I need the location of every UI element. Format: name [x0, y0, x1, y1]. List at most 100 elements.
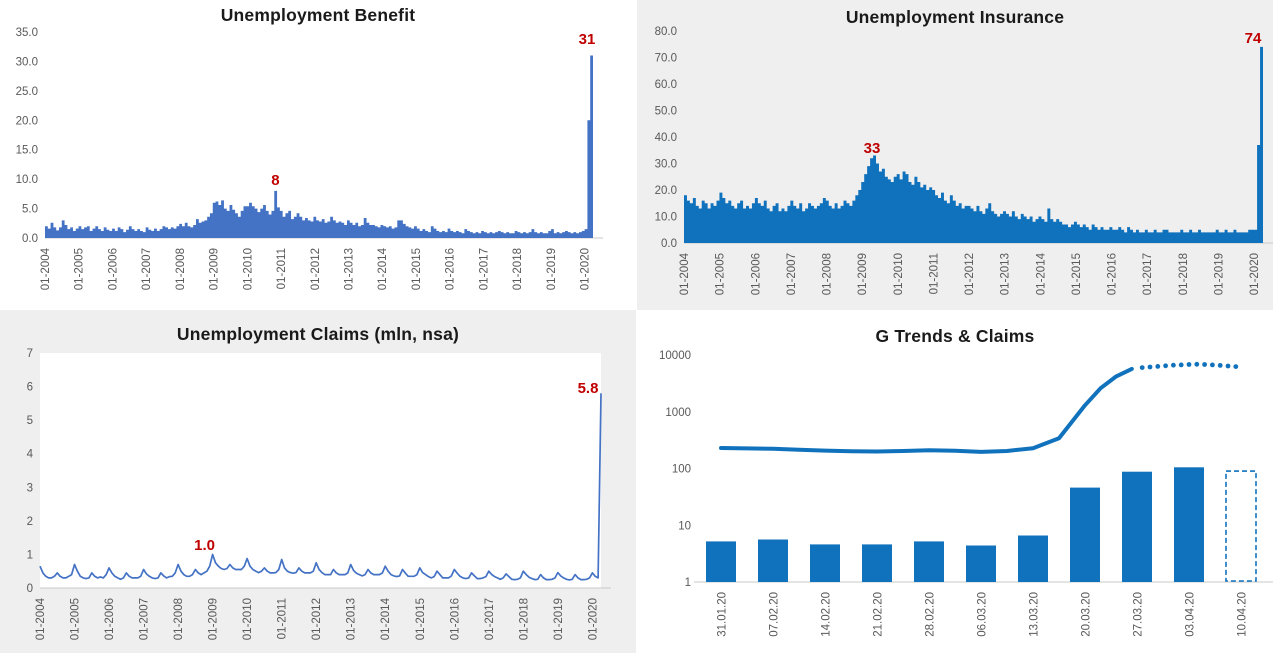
data-label-annotation: 8: [271, 172, 279, 189]
x-tick-label: 07.02.20: [769, 592, 781, 637]
x-tick-label: 01-2020: [580, 248, 592, 290]
y-tick-label: 5.0: [22, 204, 38, 216]
x-tick-label: 01-2016: [445, 248, 457, 290]
x-tick-label: 01-2012: [311, 598, 323, 640]
x-tick-label: 01-2004: [679, 252, 691, 295]
x-tick-label: 01-2013: [344, 248, 356, 290]
x-tick-label: 28.02.20: [925, 592, 937, 637]
gtrends-claims-plot: 1 10 100 1000 10000 31.01.20 07.02.20 14.02.20 2…: [659, 350, 1273, 637]
gtrends-line-dot: [1155, 364, 1161, 369]
x-tick-label: 01-2006: [107, 248, 119, 290]
claims-bar: [1070, 487, 1100, 582]
chart-unemployment-insurance: 0.0 10.0 20.0 30.0 40.0 50.0 60.0 70.0 80.0 01-20…: [637, 0, 1273, 310]
claims-bar: [914, 541, 944, 582]
x-tick-label: 01-2008: [822, 253, 834, 295]
claims-bar: [706, 541, 736, 582]
gtrends-line-dot: [1163, 363, 1168, 369]
x-tick-label: 01-2010: [242, 598, 254, 640]
claims-bar: [862, 544, 892, 582]
y-tick-label: 3: [27, 482, 33, 494]
y-tick-label: 60.0: [655, 79, 677, 91]
claims-bar: [1174, 467, 1204, 582]
data-label-annotation: 31: [579, 31, 596, 48]
claims-bar: [810, 544, 840, 582]
x-tick-label: 01-2020: [1249, 253, 1261, 295]
y-tick-label: 70.0: [655, 53, 677, 65]
claims-line-series: [39, 393, 602, 581]
x-tick-label: 20.03.20: [1081, 592, 1093, 637]
gtrends-line-dot: [1171, 362, 1176, 368]
y-tick-label: 0.0: [661, 238, 677, 250]
chart-title-unemployment-claims: Unemployment Claims (mln, nsa): [176, 324, 460, 344]
x-tick-label: 01-2007: [141, 248, 153, 290]
y-tick-label: 1: [27, 549, 33, 561]
dense-bar-series: [45, 55, 593, 238]
gtrends-line-dot: [1225, 363, 1231, 369]
y-tick-label: 30.0: [16, 56, 38, 68]
y-tick-label: 80.0: [655, 26, 677, 38]
x-tick-label: 01-2006: [104, 598, 116, 640]
data-label-annotation: 1.0: [194, 537, 215, 554]
x-tick-label: 01-2011: [928, 253, 940, 294]
plot-area: [40, 353, 601, 588]
unemployment-insurance-plot: 0.0 10.0 20.0 30.0 40.0 50.0 60.0 70.0 80.0 01-20…: [655, 26, 1273, 295]
y-tick-label: 10000: [659, 350, 691, 362]
x-tick-label: 27.03.20: [1133, 592, 1145, 637]
x-tick-label: 01-2017: [484, 598, 496, 640]
x-tick-label: 01-2011: [276, 248, 288, 289]
x-tick-label: 01-2019: [553, 598, 565, 640]
unemployment-benefit-plot: 0.0 5.0 10.0 15.0 20.0 25.0 30.0 35.0 01-2004 01-…: [16, 27, 603, 290]
x-tick-label: 10.04.20: [1237, 592, 1249, 637]
x-tick-label: 01-2015: [415, 598, 427, 640]
gtrends-line-dot: [1233, 364, 1239, 369]
dense-bar-series: [684, 46, 1263, 244]
x-tick-label: 01-2015: [411, 248, 423, 290]
x-tick-label: 01-2019: [1214, 253, 1226, 295]
y-tick-label: 2: [27, 516, 33, 528]
y-tick-label: 0.0: [22, 233, 38, 245]
x-tick-label: 01-2008: [173, 598, 185, 640]
y-tick-label: 30.0: [655, 159, 677, 171]
y-tick-label: 25.0: [16, 86, 38, 98]
x-tick-label: 01-2012: [964, 253, 976, 295]
x-tick-label: 01-2004: [40, 247, 52, 290]
x-tick-label: 01-2019: [546, 248, 558, 290]
x-tick-label: 01-2018: [518, 598, 530, 640]
x-tick-label: 06.03.20: [977, 592, 989, 637]
y-tick-label: 20.0: [16, 115, 38, 127]
x-tick-label: 13.03.20: [1029, 592, 1041, 637]
gtrends-line-dot: [1147, 364, 1153, 370]
x-tick-label: 01-2012: [310, 248, 322, 290]
x-tick-label: 31.01.20: [717, 592, 729, 637]
claims-bar: [758, 539, 788, 582]
x-tick-label: 14.02.20: [821, 592, 833, 637]
y-tick-label: 10: [678, 520, 691, 532]
data-label-annotation: 5.8: [578, 380, 599, 397]
x-tick-label: 01-2020: [587, 598, 599, 640]
x-tick-label: 01-2009: [857, 253, 869, 295]
x-tick-label: 01-2016: [449, 598, 461, 640]
x-tick-label: 01-2005: [70, 598, 82, 640]
x-tick-label: 01-2018: [512, 248, 524, 290]
y-tick-label: 1000: [665, 407, 691, 419]
x-tick-label: 01-2015: [1071, 253, 1083, 295]
gtrends-line-dot: [1139, 365, 1145, 370]
x-tick-label: 01-2007: [786, 253, 798, 295]
y-tick-label: 20.0: [655, 185, 677, 197]
y-tick-label: 5: [27, 415, 33, 427]
gtrends-line-solid: [719, 366, 1134, 454]
x-tick-label: 01-2005: [74, 248, 86, 290]
gtrends-line-dot: [1178, 362, 1184, 368]
x-tick-label: 01-2014: [1035, 252, 1047, 295]
x-tick-label: 01-2009: [208, 598, 220, 640]
x-tick-label: 01-2007: [139, 598, 151, 640]
y-tick-label: 10.0: [655, 212, 677, 224]
chart-title-unemployment-insurance: Unemployment Insurance: [845, 7, 1065, 27]
x-tick-label: 01-2005: [715, 253, 727, 295]
x-tick-label: 01-2006: [750, 253, 762, 295]
x-tick-label: 01-2010: [242, 248, 254, 290]
y-tick-label: 10.0: [16, 174, 38, 186]
x-tick-label: 01-2016: [1107, 253, 1119, 295]
x-tick-label: 01-2010: [893, 253, 905, 295]
